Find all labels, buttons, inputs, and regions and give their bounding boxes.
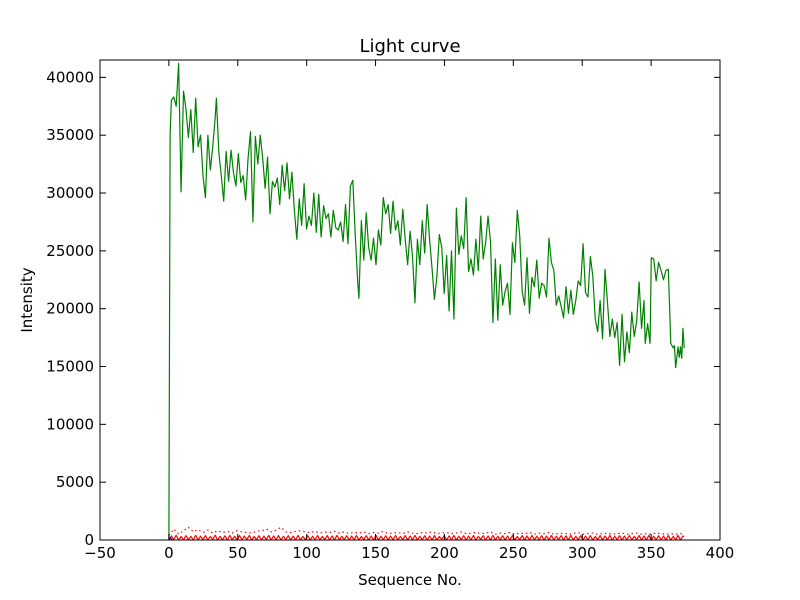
x-tick-label: 350 bbox=[637, 544, 666, 562]
x-tick-label: 300 bbox=[568, 544, 597, 562]
x-tick-label: 200 bbox=[430, 544, 459, 562]
y-axis-label: Intensity bbox=[18, 267, 36, 332]
y-tick-label: 30000 bbox=[46, 184, 94, 202]
x-tick-label: 150 bbox=[361, 544, 390, 562]
x-tick-label: 0 bbox=[164, 544, 174, 562]
y-tick-label: 5000 bbox=[56, 473, 94, 491]
ticks-layer: −50 0 50 100 150 200 250 300 350 4000500010000150… bbox=[46, 60, 734, 562]
series-red-dotted-line bbox=[168, 526, 685, 536]
series-green-line bbox=[168, 62, 685, 540]
y-tick-label: 10000 bbox=[46, 415, 94, 433]
series-red-line bbox=[168, 534, 685, 540]
x-tick-label: 50 bbox=[228, 544, 247, 562]
x-tick-label: 100 bbox=[292, 544, 321, 562]
y-tick-label: 25000 bbox=[46, 242, 94, 260]
y-tick-label: 40000 bbox=[46, 68, 94, 86]
x-tick-label: 250 bbox=[499, 544, 528, 562]
y-tick-label: 15000 bbox=[46, 358, 94, 376]
x-tick-label: −50 bbox=[84, 544, 116, 562]
y-tick-label: 0 bbox=[84, 531, 94, 549]
series-layer bbox=[168, 62, 685, 540]
plot-frame bbox=[99, 59, 721, 541]
x-tick-label: 400 bbox=[706, 544, 735, 562]
y-tick-label: 35000 bbox=[46, 126, 94, 144]
x-axis-label: Sequence No. bbox=[358, 571, 462, 589]
chart-title: Light curve bbox=[359, 36, 460, 57]
y-tick-label: 20000 bbox=[46, 300, 94, 318]
